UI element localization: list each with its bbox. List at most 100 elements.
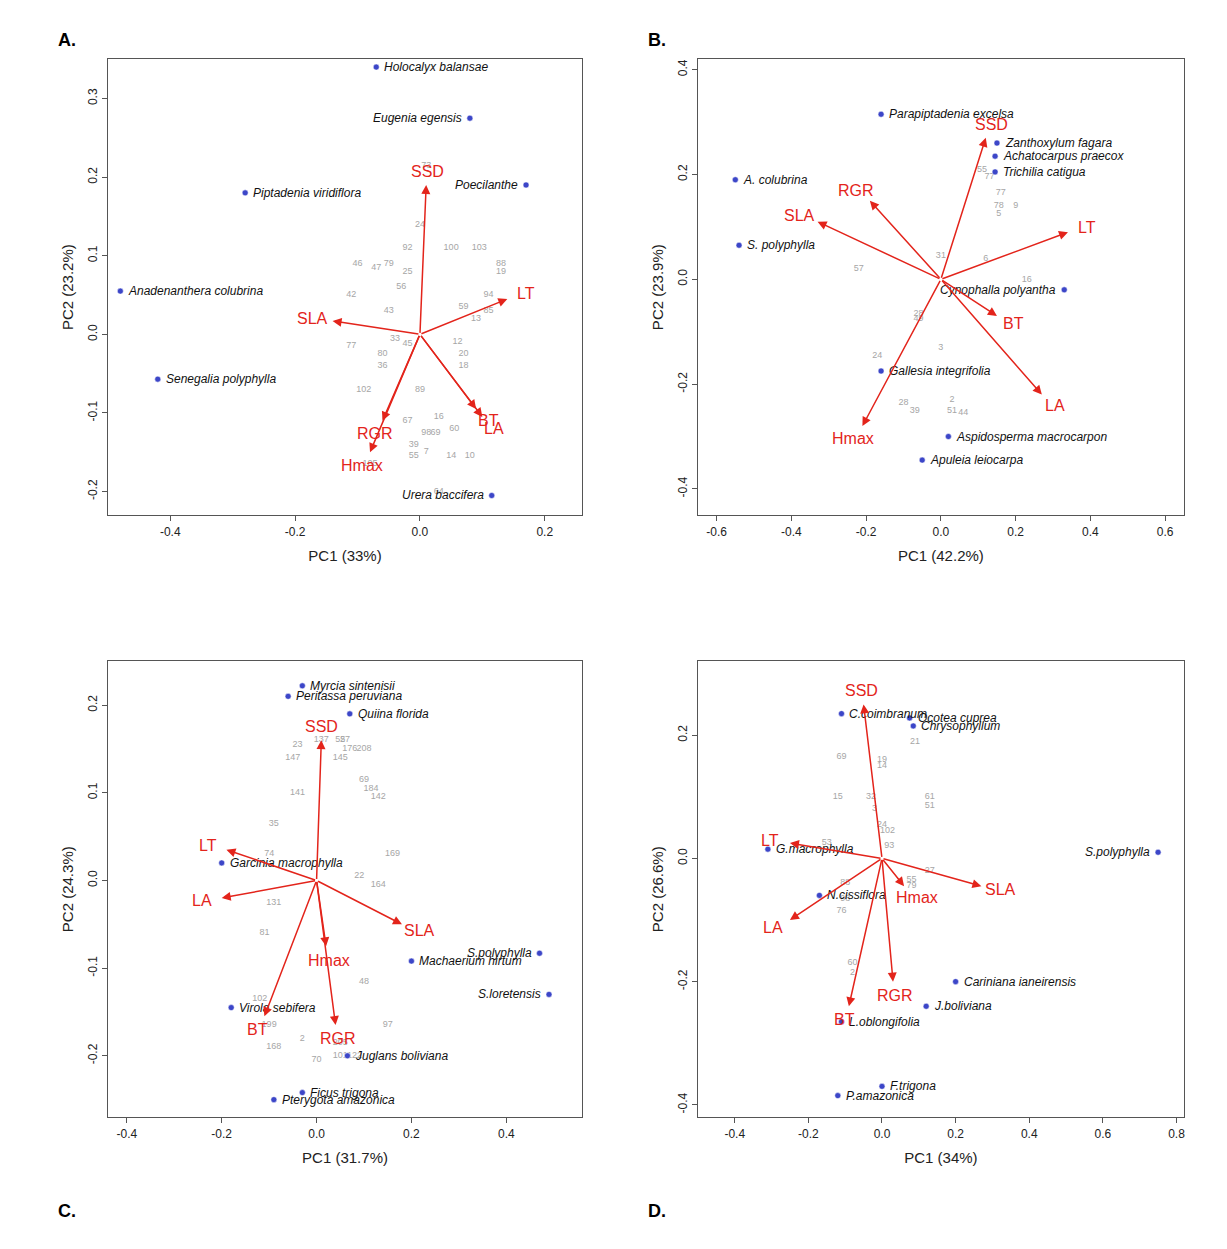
svg-text:33: 33: [390, 333, 400, 343]
svg-text:PC1 (42.2%): PC1 (42.2%): [898, 547, 984, 564]
svg-text:56: 56: [396, 281, 406, 291]
svg-text:SLA: SLA: [985, 881, 1016, 898]
svg-text:85: 85: [484, 305, 494, 315]
svg-text:-0.4: -0.4: [676, 1092, 690, 1113]
svg-text:J.boliviana: J.boliviana: [934, 999, 992, 1013]
svg-text:PC2 (24.3%): PC2 (24.3%): [59, 846, 76, 932]
svg-text:0.2: 0.2: [403, 1127, 420, 1141]
svg-text:67: 67: [402, 415, 412, 425]
svg-text:Ficus trigona: Ficus trigona: [310, 1086, 379, 1100]
svg-text:36: 36: [377, 360, 387, 370]
svg-text:Peritassa peruviana: Peritassa peruviana: [296, 689, 402, 703]
svg-text:9: 9: [1013, 200, 1018, 210]
svg-text:Ocotea cuprea: Ocotea cuprea: [918, 711, 997, 725]
svg-text:35: 35: [269, 818, 279, 828]
svg-text:69: 69: [359, 774, 369, 784]
svg-text:LA: LA: [763, 919, 783, 936]
svg-text:-0.2: -0.2: [86, 479, 100, 500]
svg-text:15: 15: [833, 791, 843, 801]
svg-text:102: 102: [252, 993, 267, 1003]
svg-text:102: 102: [356, 384, 371, 394]
svg-text:105: 105: [362, 458, 377, 468]
svg-text:48: 48: [359, 976, 369, 986]
svg-text:0.2: 0.2: [86, 695, 100, 712]
svg-text:Quiina florida: Quiina florida: [358, 707, 429, 721]
svg-text:2: 2: [850, 967, 855, 977]
svg-text:LT: LT: [1078, 219, 1096, 236]
svg-text:0.3: 0.3: [86, 88, 100, 105]
svg-text:13: 13: [471, 313, 481, 323]
svg-text:P.amazonica: P.amazonica: [846, 1089, 914, 1103]
svg-text:184: 184: [364, 783, 379, 793]
svg-text:-0.2: -0.2: [86, 1043, 100, 1064]
svg-text:24: 24: [877, 819, 887, 829]
svg-text:27: 27: [340, 734, 350, 744]
svg-text:S.loretensis: S.loretensis: [478, 987, 541, 1001]
svg-text:53: 53: [822, 837, 832, 847]
svg-text:79: 79: [384, 258, 394, 268]
svg-text:77: 77: [996, 187, 1006, 197]
svg-text:RGR: RGR: [357, 425, 393, 442]
svg-text:199: 199: [262, 1019, 277, 1029]
svg-text:28: 28: [899, 397, 909, 407]
svg-text:10: 10: [465, 450, 475, 460]
svg-text:RGR: RGR: [877, 987, 913, 1004]
svg-text:0.2: 0.2: [676, 725, 690, 742]
svg-text:55: 55: [977, 164, 987, 174]
svg-text:SSD: SSD: [305, 718, 338, 735]
svg-text:A. colubrina: A. colubrina: [743, 173, 808, 187]
svg-text:LA: LA: [192, 892, 212, 909]
svg-text:Myrcia sintenisii: Myrcia sintenisii: [310, 679, 395, 693]
svg-text:PC1 (34%): PC1 (34%): [904, 1149, 977, 1166]
svg-text:55: 55: [906, 874, 916, 884]
svg-text:0.2: 0.2: [536, 525, 553, 539]
svg-text:31: 31: [936, 250, 946, 260]
svg-text:0.0: 0.0: [676, 848, 690, 865]
svg-text:64: 64: [434, 486, 444, 496]
svg-text:0.2: 0.2: [86, 167, 100, 184]
svg-text:44: 44: [958, 407, 968, 417]
svg-text:Eugenia egensis: Eugenia egensis: [373, 111, 462, 125]
svg-text:14: 14: [877, 760, 887, 770]
svg-text:3: 3: [938, 342, 943, 352]
svg-text:0.0: 0.0: [412, 525, 429, 539]
svg-text:-0.2: -0.2: [285, 525, 306, 539]
svg-text:L.oblongifolia: L.oblongifolia: [849, 1015, 920, 1029]
svg-text:14: 14: [446, 450, 456, 460]
svg-text:0.2: 0.2: [1007, 525, 1024, 539]
svg-text:0.1: 0.1: [86, 245, 100, 262]
svg-text:5: 5: [996, 208, 1001, 218]
svg-text:0.6: 0.6: [1095, 1127, 1112, 1141]
svg-text:BT: BT: [478, 412, 499, 429]
svg-text:88: 88: [840, 877, 850, 887]
svg-text:Poecilanthe: Poecilanthe: [455, 178, 518, 192]
svg-text:89: 89: [415, 384, 425, 394]
svg-text:76: 76: [836, 905, 846, 915]
svg-text:16: 16: [1022, 274, 1032, 284]
svg-text:78: 78: [994, 200, 1004, 210]
svg-text:0.0: 0.0: [676, 269, 690, 286]
svg-text:A.: A.: [58, 30, 76, 50]
svg-text:19: 19: [496, 266, 506, 276]
svg-text:PC1 (31.7%): PC1 (31.7%): [302, 1149, 388, 1166]
svg-text:SSD: SSD: [411, 163, 444, 180]
svg-text:21: 21: [910, 736, 920, 746]
svg-text:0.6: 0.6: [1157, 525, 1174, 539]
svg-text:Chrysophyllum: Chrysophyllum: [921, 719, 1000, 733]
svg-text:43: 43: [384, 305, 394, 315]
svg-text:94: 94: [484, 289, 494, 299]
svg-text:147: 147: [285, 752, 300, 762]
svg-text:BT: BT: [834, 1011, 855, 1028]
svg-text:LT: LT: [761, 832, 779, 849]
svg-text:Trichilia catigua: Trichilia catigua: [1003, 165, 1086, 179]
svg-text:28: 28: [913, 308, 923, 318]
svg-text:16: 16: [434, 411, 444, 421]
svg-text:60: 60: [848, 957, 858, 967]
svg-text:176: 176: [342, 743, 357, 753]
svg-text:57: 57: [854, 263, 864, 273]
svg-text:RGR: RGR: [838, 182, 874, 199]
svg-text:168: 168: [266, 1041, 281, 1051]
svg-text:22: 22: [354, 870, 364, 880]
svg-text:122: 122: [347, 1050, 362, 1060]
svg-text:Pterygota amazonica: Pterygota amazonica: [282, 1093, 395, 1107]
